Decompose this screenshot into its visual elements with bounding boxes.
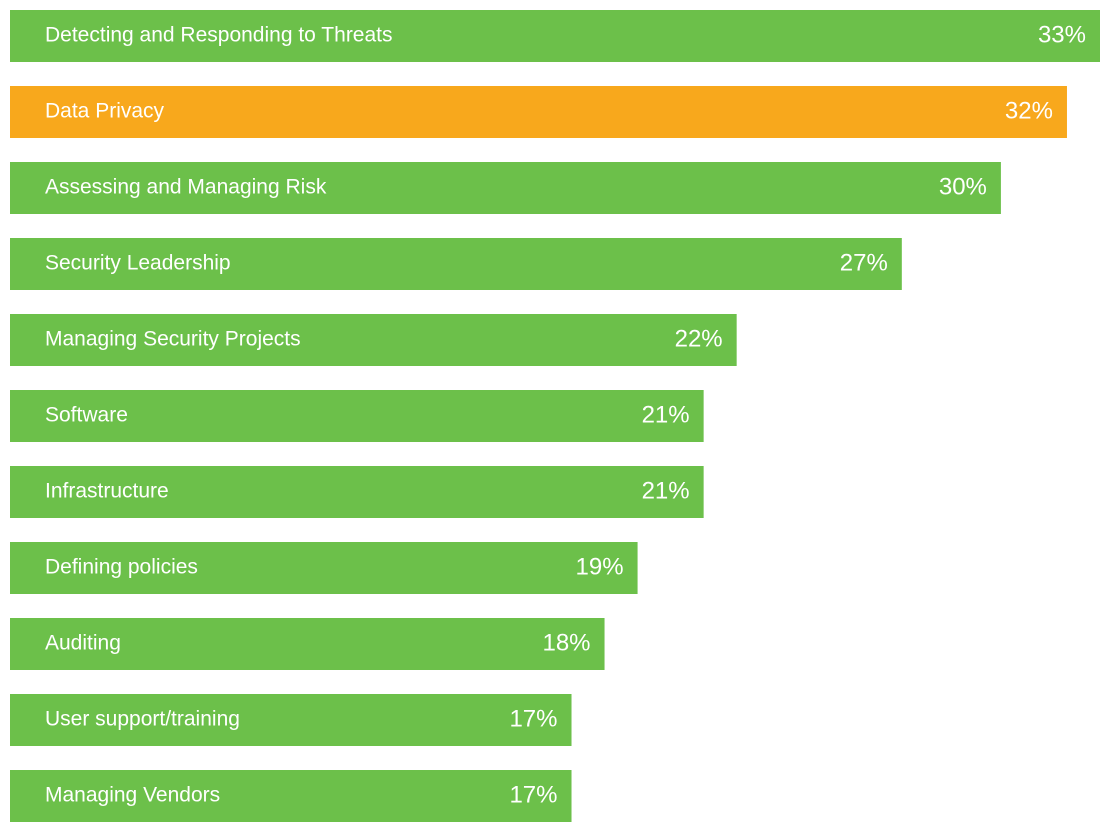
bar (10, 770, 572, 822)
category-label: Assessing and Managing Risk (45, 176, 327, 199)
bar (10, 618, 605, 670)
value-label: 21% (642, 401, 690, 428)
value-label: 18% (542, 629, 590, 656)
category-label: Infrastructure (45, 480, 169, 503)
category-label: Managing Vendors (45, 784, 220, 807)
bar (10, 542, 638, 594)
value-label: 22% (675, 325, 723, 352)
value-label: 32% (1005, 97, 1053, 124)
bar (10, 86, 1067, 138)
category-label: Software (45, 404, 128, 427)
value-label: 30% (939, 173, 987, 200)
bar (10, 162, 1001, 214)
bar (10, 10, 1100, 62)
bar (10, 238, 902, 290)
category-label: Security Leadership (45, 252, 231, 275)
bar (10, 390, 704, 442)
category-label: Defining policies (45, 556, 198, 579)
value-label: 19% (576, 553, 624, 580)
value-label: 17% (509, 781, 557, 808)
category-label: User support/training (45, 708, 240, 731)
category-label: Managing Security Projects (45, 328, 301, 351)
value-label: 21% (642, 477, 690, 504)
value-label: 33% (1038, 21, 1086, 48)
bar (10, 694, 572, 746)
category-label: Auditing (45, 632, 121, 655)
bar (10, 466, 704, 518)
category-label: Detecting and Responding to Threats (45, 24, 393, 47)
value-label: 17% (509, 705, 557, 732)
bar (10, 314, 737, 366)
category-label: Data Privacy (45, 100, 165, 123)
value-label: 27% (840, 249, 888, 276)
